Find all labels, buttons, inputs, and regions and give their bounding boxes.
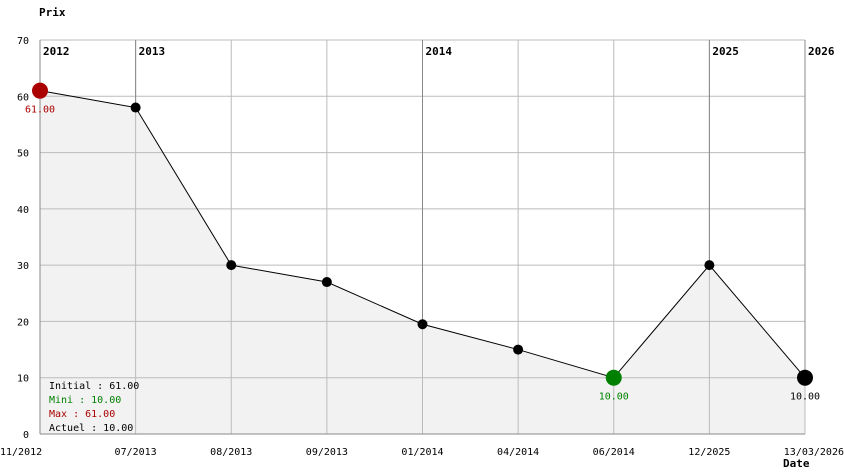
x-tick-label: 08/2013 <box>210 447 252 458</box>
y-tick-label: 40 <box>17 205 29 216</box>
data-point <box>513 344 524 355</box>
data-point <box>321 277 332 288</box>
y-tick-label: 30 <box>17 261 29 272</box>
y-tick-label: 10 <box>17 374 29 385</box>
year-marker-label: 2014 <box>426 45 453 58</box>
max-point <box>32 82 48 99</box>
year-marker-label: 2025 <box>712 45 739 58</box>
data-point <box>226 260 237 271</box>
x-tick-label: 13/03/2026 <box>784 447 844 458</box>
stats-line: Mini : 10.00 <box>49 395 121 406</box>
y-tick-label: 60 <box>17 92 29 103</box>
stats-legend: Initial : 61.00 Mini : 10.00 Max : 61.00 Ac… <box>49 381 139 434</box>
x-tick-label: 07/2013 <box>115 447 157 458</box>
x-tick-label: 11/2012 <box>0 447 42 458</box>
x-tick-label: 09/2013 <box>306 447 348 458</box>
stats-line: Actuel : 10.00 <box>49 423 133 434</box>
year-marker-label: 2026 <box>808 45 835 58</box>
max-value-label: 61.00 <box>25 105 55 116</box>
year-marker-label: 2013 <box>139 45 166 58</box>
current-value-label: 10.00 <box>790 392 820 403</box>
stats-line: Initial : 61.00 <box>49 381 139 392</box>
stats-line: Max : 61.00 <box>49 409 115 420</box>
current-point <box>797 369 813 386</box>
y-tick-label: 50 <box>17 149 29 160</box>
y-axis-title: Prix <box>39 6 66 19</box>
y-tick-label: 0 <box>23 430 29 441</box>
x-axis-title: Date <box>783 457 810 470</box>
data-point <box>704 260 715 271</box>
x-tick-label: 01/2014 <box>401 447 443 458</box>
data-point <box>417 319 428 330</box>
min-point <box>605 369 622 386</box>
min-value-label: 10.00 <box>599 392 629 403</box>
y-tick-label: 70 <box>17 36 29 47</box>
y-tick-label: 20 <box>17 317 29 328</box>
x-tick-label: 06/2014 <box>593 447 635 458</box>
year-marker-label: 2012 <box>43 45 70 58</box>
x-tick-label: 04/2014 <box>497 447 539 458</box>
data-point <box>130 102 141 113</box>
x-tick-label: 12/2025 <box>688 447 730 458</box>
